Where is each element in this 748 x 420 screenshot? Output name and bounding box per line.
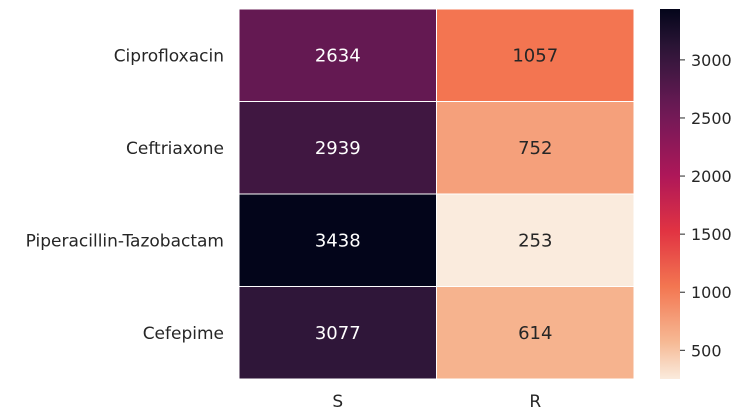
- row-label: Ciprofloxacin: [114, 46, 224, 66]
- cell-value-label: 3077: [315, 323, 361, 344]
- cell-value-label: 2634: [315, 45, 361, 66]
- cell-value-label: 752: [518, 138, 552, 159]
- colorbar-tick-label: 1000: [691, 283, 732, 302]
- row-label: Ceftriaxone: [126, 139, 224, 159]
- row-label: Piperacillin-Tazobactam: [26, 231, 224, 251]
- row-label: Cefepime: [143, 324, 224, 344]
- cell-value-label: 3438: [315, 230, 361, 251]
- cell-value-label: 614: [518, 323, 552, 344]
- column-label: S: [332, 392, 343, 412]
- heatmap-cell: [238, 8, 437, 102]
- heatmap-cells: 2634 1057 2939 752 3438 253 3077 614: [238, 8, 635, 380]
- heatmap-cell: [436, 101, 635, 195]
- heatmap-cell: [238, 286, 437, 380]
- cell-value-label: 253: [518, 230, 552, 251]
- heatmap-cell: [436, 8, 635, 102]
- heatmap-cell: [436, 193, 635, 287]
- colorbar-tick-label: 2500: [691, 109, 732, 128]
- colorbar-tick-label: 1500: [691, 225, 732, 244]
- heatmap-cell: [436, 286, 635, 380]
- cell-value-label: 1057: [512, 45, 558, 66]
- row-labels: Ciprofloxacin Ceftriaxone Piperacillin-Taz…: [26, 46, 224, 344]
- colorbar-ticks: 500 1000 1500 2000 2500 3000: [680, 51, 732, 360]
- column-label: R: [529, 392, 541, 412]
- heatmap-cell: [238, 193, 437, 287]
- cell-value-label: 2939: [315, 138, 361, 159]
- heatmap-cell: [238, 101, 437, 195]
- colorbar-tick-label: 500: [691, 341, 722, 360]
- colorbar-tick-label: 2000: [691, 167, 732, 186]
- colorbar: [660, 9, 680, 379]
- colorbar-tick-label: 3000: [691, 51, 732, 70]
